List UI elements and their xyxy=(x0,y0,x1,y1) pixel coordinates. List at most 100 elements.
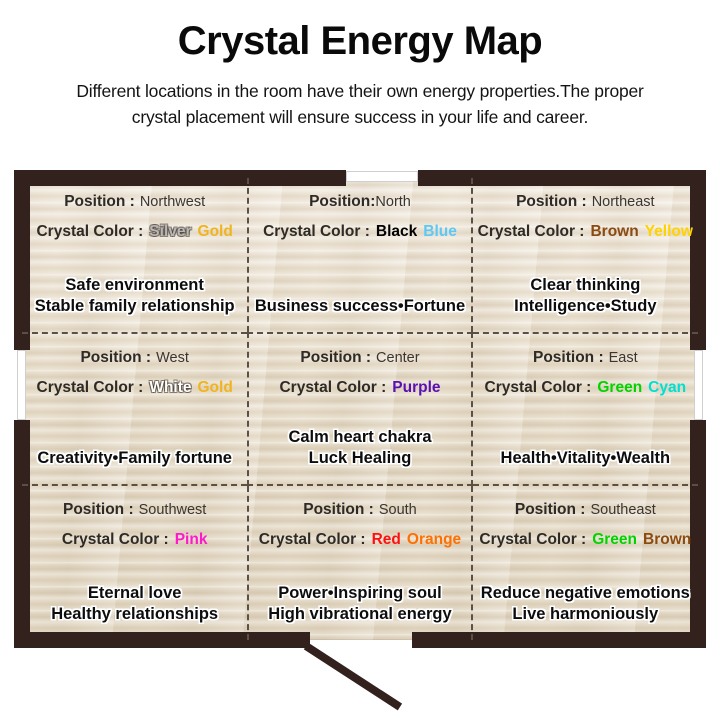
cell-keywords: Business success•Fortune xyxy=(255,296,465,316)
wall-right-upper-segment xyxy=(690,170,706,350)
keyword-line: Calm heart chakra xyxy=(288,428,432,447)
door-swing-line xyxy=(303,642,403,711)
crystal-color-purple: Purple xyxy=(392,378,441,396)
crystal-color-label: Crystal Color : xyxy=(477,222,585,240)
cell-keywords: Safe environment Stable family relationsh… xyxy=(35,275,235,316)
position-label: Position : xyxy=(514,501,586,518)
keyword-line: Healthy relationships xyxy=(51,604,219,623)
crystal-color-line: Crystal Color : Green Brown xyxy=(479,530,691,550)
position-value: South xyxy=(378,502,417,518)
crystal-color-silver: Silver xyxy=(149,222,192,240)
crystal-color-line: Crystal Color : Silver Gold xyxy=(36,222,232,242)
wall-left-upper-segment xyxy=(14,170,30,350)
crystal-color-line: Crystal Color : Purple xyxy=(279,378,440,398)
keyword-line: Health•Vitality•Wealth xyxy=(500,448,671,467)
crystal-color-line: Crystal Color : Red Orange xyxy=(259,530,461,550)
position-value: Center xyxy=(376,350,420,366)
crystal-color-label: Crystal Color : xyxy=(279,378,387,396)
crystal-color-gold: Gold xyxy=(197,378,233,396)
crystal-color-white: White xyxy=(149,378,192,396)
crystal-color-label: Crystal Color : xyxy=(258,530,366,548)
crystal-color-blue: Blue xyxy=(423,222,457,240)
cell-keywords: Reduce negative emotions Live harmoniousl… xyxy=(481,583,690,624)
position-label: Position : xyxy=(64,193,135,210)
position-label: Position : xyxy=(300,349,372,366)
crystal-color-cyan: Cyan xyxy=(648,378,687,396)
wall-top-left-segment xyxy=(14,170,346,186)
crystal-color-pink: Pink xyxy=(174,530,208,548)
crystal-color-line: Crystal Color : Green Cyan xyxy=(485,378,687,398)
crystal-color-line: Crystal Color : Pink xyxy=(62,530,208,550)
cell-keywords: Creativity•Family fortune xyxy=(37,448,232,468)
crystal-color-green: Green xyxy=(597,378,643,396)
energy-cell-southwest[interactable]: Position : Southwest Crystal Color : Pink Et… xyxy=(22,486,247,640)
wall-bottom-right-segment xyxy=(412,632,706,648)
energy-cell-east[interactable]: Position : East Crystal Color : Green Cyan He… xyxy=(472,332,698,486)
energy-cell-northwest[interactable]: Position : Northwest Crystal Color : Silver… xyxy=(22,178,247,332)
cell-keywords: Power•Inspiring soul High vibrational ene… xyxy=(268,583,451,624)
crystal-color-brown: Brown xyxy=(643,530,692,548)
energy-cell-south[interactable]: Position : South Crystal Color : Red Orange P… xyxy=(247,486,473,640)
wall-right-lower-segment xyxy=(690,420,706,648)
keyword-line: Reduce negative emotions xyxy=(480,584,690,603)
wall-top-right-segment xyxy=(418,170,706,186)
keyword-line: Power•Inspiring soul xyxy=(278,584,442,603)
position-value: West xyxy=(156,350,189,366)
position-value: North xyxy=(375,194,411,210)
keyword-line: Clear thinking xyxy=(530,276,641,295)
keyword-line: Business success•Fortune xyxy=(254,296,466,315)
position-label: Position : xyxy=(303,501,374,518)
position-line: Position : West xyxy=(80,348,188,368)
page-title: Crystal Energy Map xyxy=(177,19,543,63)
position-label: Position : xyxy=(516,193,587,210)
keyword-line: Intelligence•Study xyxy=(514,296,657,315)
crystal-color-label: Crystal Color : xyxy=(61,530,169,548)
crystal-color-green: Green xyxy=(592,530,638,548)
crystal-color-gold: Gold xyxy=(197,222,233,240)
position-line: Position : South xyxy=(303,500,417,520)
cell-keywords: Clear thinking Intelligence•Study xyxy=(514,275,656,316)
position-value: Northeast xyxy=(591,194,655,210)
keyword-line: Creativity•Family fortune xyxy=(37,448,232,467)
window-north xyxy=(346,171,418,182)
position-line: Position:North xyxy=(309,192,411,212)
position-value: East xyxy=(608,350,638,366)
position-line: Position : East xyxy=(533,348,638,368)
keyword-line: High vibrational energy xyxy=(268,604,452,623)
crystal-color-label: Crystal Color : xyxy=(36,222,144,240)
wood-floor xyxy=(22,178,698,640)
wall-bottom-left-segment xyxy=(14,632,310,648)
energy-grid: Position : Northwest Crystal Color : Silver… xyxy=(22,178,698,640)
crystal-color-label: Crystal Color : xyxy=(479,530,587,548)
header: Crystal Energy Map Different locations i… xyxy=(0,0,720,131)
window-east xyxy=(694,350,703,420)
position-line: Position : Southeast xyxy=(515,500,656,520)
position-line: Position : Center xyxy=(300,348,419,368)
keyword-line: Safe environment xyxy=(65,276,204,295)
position-line: Position : Northeast xyxy=(516,192,654,212)
wall-left-lower-segment xyxy=(14,420,30,648)
energy-cell-west[interactable]: Position : West Crystal Color : White Gold Cr… xyxy=(22,332,248,486)
position-label: Position: xyxy=(309,193,376,210)
position-line: Position : Northwest xyxy=(64,192,205,212)
energy-cell-northeast[interactable]: Position : Northeast Crystal Color : Brown Y… xyxy=(473,178,698,332)
crystal-color-line: Crystal Color : Black Blue xyxy=(263,222,457,242)
position-value: Northwest xyxy=(139,194,206,210)
crystal-color-yellow: Yellow xyxy=(644,222,693,240)
page-subtitle: Different locations in the room have the… xyxy=(76,81,644,128)
energy-cell-southeast[interactable]: Position : Southeast Crystal Color : Green B… xyxy=(473,486,698,640)
room-floorplan: Position : Northwest Crystal Color : Silver… xyxy=(14,170,706,648)
position-line: Position : Southwest xyxy=(63,500,206,520)
energy-cell-center[interactable]: Position : Center Crystal Color : Purple Cal… xyxy=(247,332,473,486)
crystal-color-black: Black xyxy=(375,222,418,240)
crystal-color-label: Crystal Color : xyxy=(36,378,144,396)
cell-keywords: Calm heart chakra Luck Healing xyxy=(288,427,431,468)
keyword-line: Luck Healing xyxy=(308,448,412,467)
window-west xyxy=(17,350,26,420)
crystal-color-brown: Brown xyxy=(590,222,639,240)
position-label: Position : xyxy=(80,349,152,366)
position-value: Southeast xyxy=(590,502,656,518)
crystal-color-line: Crystal Color : Brown Yellow xyxy=(478,222,693,242)
energy-cell-north[interactable]: Position:North Crystal Color : Black Blue Bu… xyxy=(247,178,473,332)
